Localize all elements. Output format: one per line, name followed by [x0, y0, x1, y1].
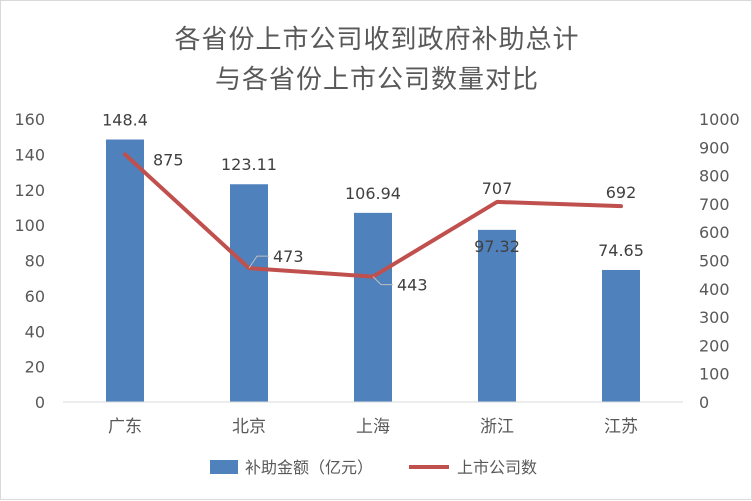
- y-left-tick-label: 0: [35, 393, 45, 412]
- y-right-tick-label: 100: [699, 365, 730, 384]
- bar-data-label: 106.94: [345, 184, 401, 203]
- y-left-tick-label: 140: [14, 145, 45, 164]
- bar-上海: [354, 212, 392, 402]
- line-data-label: 473: [273, 247, 304, 266]
- y-left-tick-label: 20: [25, 358, 45, 377]
- y-left-tick-label: 60: [25, 287, 45, 306]
- x-category-label: 上海: [356, 417, 390, 437]
- y-right-tick-label: 1000: [699, 110, 740, 129]
- y-left-tick-label: 80: [25, 252, 45, 271]
- data-label-leader-line: [248, 255, 269, 269]
- y-left-tick-label: 40: [25, 322, 45, 341]
- x-category-label: 广东: [108, 417, 142, 437]
- y-right-tick-label: 300: [699, 308, 730, 327]
- bar-江苏: [602, 269, 640, 402]
- y-right-tick-label: 700: [699, 195, 730, 214]
- chart-title-line-2: 与各省份上市公司数量对比: [214, 65, 539, 95]
- y-left-tick-label: 120: [14, 181, 45, 200]
- bar-data-label: 123.11: [221, 155, 277, 174]
- bar-广东: [106, 139, 144, 402]
- bar-data-label: 97.32: [474, 237, 520, 256]
- legend-label-companies: 上市公司数: [457, 458, 537, 477]
- data-label-leader-line: [372, 276, 393, 286]
- y-right-tick-label: 500: [699, 252, 730, 271]
- x-category-label: 江苏: [604, 417, 638, 437]
- y-left-tick-label: 160: [14, 110, 45, 129]
- line-data-label: 875: [153, 150, 184, 169]
- y-right-tick-label: 900: [699, 138, 730, 157]
- line-data-label: 707: [482, 179, 513, 198]
- bar-data-label: 148.4: [102, 111, 148, 130]
- y-right-tick-label: 600: [699, 223, 730, 242]
- line-data-label: 443: [397, 276, 428, 295]
- bar-浙江: [478, 229, 516, 402]
- y-right-tick-label: 0: [699, 393, 709, 412]
- x-category-label: 北京: [232, 417, 266, 437]
- legend-swatch-subsidy: [210, 460, 238, 474]
- chart-title-line-1: 各省份上市公司收到政府补助总计: [174, 25, 580, 55]
- y-right-tick-label: 200: [699, 336, 730, 355]
- bar-北京: [230, 184, 268, 402]
- line-data-label: 692: [606, 183, 637, 202]
- y-left-tick-label: 100: [14, 216, 45, 235]
- x-category-label: 浙江: [480, 417, 514, 437]
- bar-data-label: 74.65: [598, 241, 644, 260]
- legend-label-subsidy: 补助金额（亿元）: [245, 458, 373, 477]
- y-right-tick-label: 400: [699, 280, 730, 299]
- y-right-tick-label: 800: [699, 167, 730, 186]
